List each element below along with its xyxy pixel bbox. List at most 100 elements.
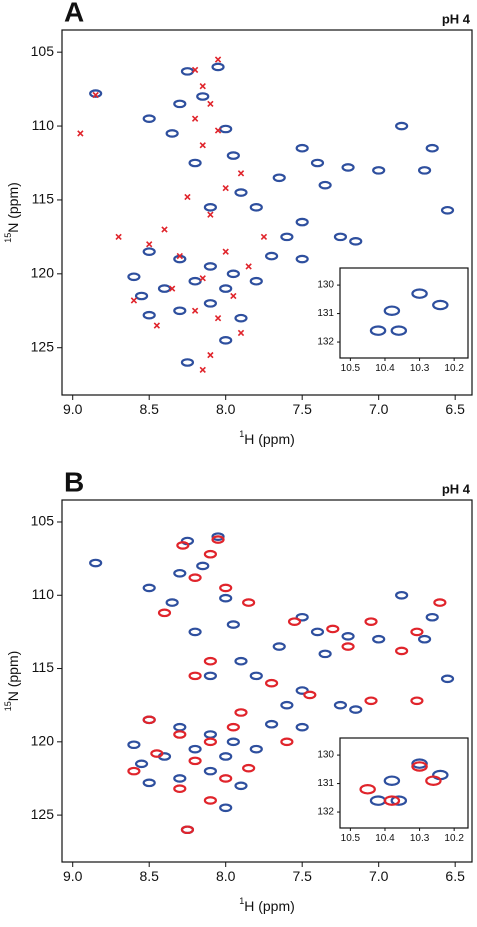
x-tick-label: 8.5: [139, 401, 159, 417]
y-tick-label: 120: [31, 733, 55, 749]
peak-cross: [222, 248, 229, 255]
x-label-text: H (ppm): [244, 898, 295, 914]
x-tick-label: 10.5: [341, 833, 361, 844]
peak-contour: [359, 784, 376, 795]
peak-contour: [134, 759, 149, 769]
peak-contour: [417, 166, 432, 175]
x-label-sup: 1: [239, 896, 244, 906]
x-tick-label: 7.0: [369, 401, 389, 417]
x-tick-label: 9.0: [63, 401, 83, 417]
peak-contour: [180, 358, 195, 367]
y-axis-label: 15N (ppm): [3, 651, 20, 712]
y-tick-label: 132: [317, 807, 334, 818]
peak-contour: [425, 612, 439, 622]
peak-contour: [142, 114, 156, 123]
x-tick-label: 7.0: [369, 868, 389, 884]
peak-cross: [199, 142, 206, 149]
peak-contour: [295, 254, 309, 264]
peak-cross: [237, 170, 245, 177]
peak-cross: [161, 226, 168, 233]
peak-contour: [341, 631, 355, 641]
peak-contour: [127, 740, 141, 750]
peak-cross: [214, 56, 222, 63]
peak-contour: [196, 92, 210, 101]
peak-contour: [142, 310, 156, 320]
y-axis-label: 15N (ppm): [3, 182, 20, 243]
peak-contour: [264, 251, 279, 261]
peak-contour: [303, 690, 317, 700]
peak-contour: [295, 612, 309, 622]
peak-contour: [310, 627, 325, 637]
peak-cross: [214, 314, 222, 322]
y-tick-label: 115: [32, 191, 55, 207]
y-tick-label: 130: [317, 750, 334, 761]
peak-contour: [234, 656, 248, 666]
peak-cross: [207, 351, 214, 359]
peak-contour: [219, 593, 233, 603]
peak-contour: [219, 583, 233, 593]
peak-cross: [191, 115, 199, 122]
peak-contour: [219, 803, 233, 813]
peak-cross: [153, 322, 161, 329]
peak-cross: [260, 233, 268, 241]
peak-contour: [410, 696, 424, 706]
peak-contour: [203, 796, 217, 805]
peak-contour: [249, 276, 263, 286]
x-label-text: H (ppm): [244, 431, 295, 447]
peak-contour: [176, 541, 190, 550]
peak-contour: [242, 763, 256, 773]
peak-contour: [142, 247, 156, 256]
y-tick-label: 105: [31, 513, 55, 529]
peak-contour: [203, 766, 217, 776]
peak-contour: [295, 143, 309, 153]
peak-contour: [326, 624, 340, 634]
peak-contour: [203, 656, 217, 666]
peak-contour: [264, 719, 279, 729]
peak-contour: [234, 313, 248, 323]
peak-contour: [173, 774, 187, 783]
plot-frame: [339, 737, 469, 829]
peak-contour: [226, 722, 240, 732]
peak-cross: [130, 297, 138, 304]
peak-contour: [173, 306, 187, 316]
y-tick-label: 125: [31, 338, 55, 354]
peak-contour: [127, 766, 141, 776]
peak-contour: [157, 608, 172, 618]
peak-contour: [390, 325, 408, 336]
peak-cross: [146, 241, 153, 248]
peak-contour: [219, 336, 233, 345]
peak-contour: [242, 598, 256, 607]
peak-cross: [92, 91, 99, 99]
peak-contour: [203, 262, 217, 271]
peak-contour: [341, 163, 355, 172]
x-tick-label: 9.0: [63, 868, 83, 884]
peak-contour: [280, 737, 294, 747]
peak-contour: [219, 752, 233, 761]
y-tick-label: 130: [317, 280, 334, 291]
peak-contour: [410, 627, 424, 637]
peak-cross: [191, 66, 199, 74]
peak-cross: [199, 275, 206, 282]
x-tick-label: 8.5: [139, 868, 159, 884]
peak-contour: [272, 642, 286, 651]
peak-cross: [184, 193, 191, 201]
peak-cross: [214, 127, 222, 134]
peak-contour: [383, 775, 401, 786]
peak-contour: [318, 180, 332, 190]
peak-contour: [219, 284, 233, 293]
panel-letter: A: [64, 0, 84, 27]
peak-contour: [150, 749, 164, 758]
peak-contour: [390, 795, 408, 806]
peak-contour: [395, 121, 409, 131]
peak-contour: [433, 598, 447, 607]
x-tick-label: 10.2: [444, 363, 464, 374]
peak-contour: [203, 671, 217, 681]
peak-contour: [226, 151, 240, 160]
x-label-sup: 1: [239, 429, 244, 439]
x-tick-label: 7.5: [292, 868, 312, 884]
peak-contour: [364, 617, 378, 626]
peak-contour: [142, 778, 156, 788]
peak-contour: [349, 705, 363, 714]
peak-contour: [333, 232, 348, 242]
peak-contour: [395, 590, 409, 600]
